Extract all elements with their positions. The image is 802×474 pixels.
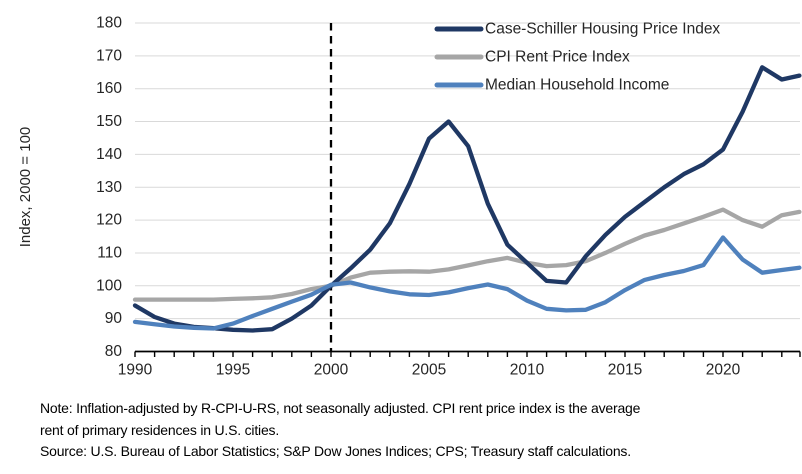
y-tick-label: 100 <box>96 277 122 294</box>
x-tick-label: 2020 <box>706 362 741 379</box>
x-tick-label: 1995 <box>216 362 250 379</box>
x-tick-label: 2000 <box>314 362 349 379</box>
note-text-line-2: rent of primary residences in U.S. citie… <box>40 421 280 438</box>
y-tick-label: 160 <box>96 80 122 97</box>
y-tick-label: 140 <box>96 146 122 163</box>
series-line-median-household-income <box>132 235 802 331</box>
y-tick-label: 90 <box>105 310 123 327</box>
y-tick-label: 110 <box>97 244 122 261</box>
legend-label-median-household-income: Median Household Income <box>485 77 669 94</box>
y-tick-label: 120 <box>96 212 122 229</box>
y-tick-label: 130 <box>96 179 122 196</box>
line-chart: 80 90 100 110 120 130 140 150 160 170 180 1990 1995 2… <box>17 15 802 379</box>
y-tick-label: 80 <box>105 343 123 360</box>
note-text-line-1: Note: Inflation-adjusted by R-CPI-U-RS, … <box>40 400 641 416</box>
series-line-case-schiller-housing-price-index <box>132 65 802 333</box>
x-tick-label: 2010 <box>510 362 545 379</box>
x-tick-label: 2005 <box>412 362 446 379</box>
source-text: Source: U.S. Bureau of Labor Statistics;… <box>40 443 631 459</box>
y-tick-label: 150 <box>96 113 122 130</box>
y-tick-label: 170 <box>96 47 122 64</box>
y-axis-title: Index, 2000 = 100 <box>17 127 34 248</box>
x-tick-label: 1990 <box>118 362 153 379</box>
series-line-cpi-rent-price-index <box>132 207 802 302</box>
legend-label-cpi-rent-price-index: CPI Rent Price Index <box>485 49 630 66</box>
y-tick-label: 180 <box>96 15 122 32</box>
x-tick-label: 2015 <box>608 362 642 379</box>
chart-canvas: 80 90 100 110 120 130 140 150 160 170 180 1990 1995 2… <box>17 15 802 379</box>
legend-label-case-schiller-housing-price-index: Case-Schiller Housing Price Index <box>485 21 720 38</box>
chart-footnote: Note: Inflation-adjusted by R-CPI-U-RS, … <box>0 392 802 463</box>
